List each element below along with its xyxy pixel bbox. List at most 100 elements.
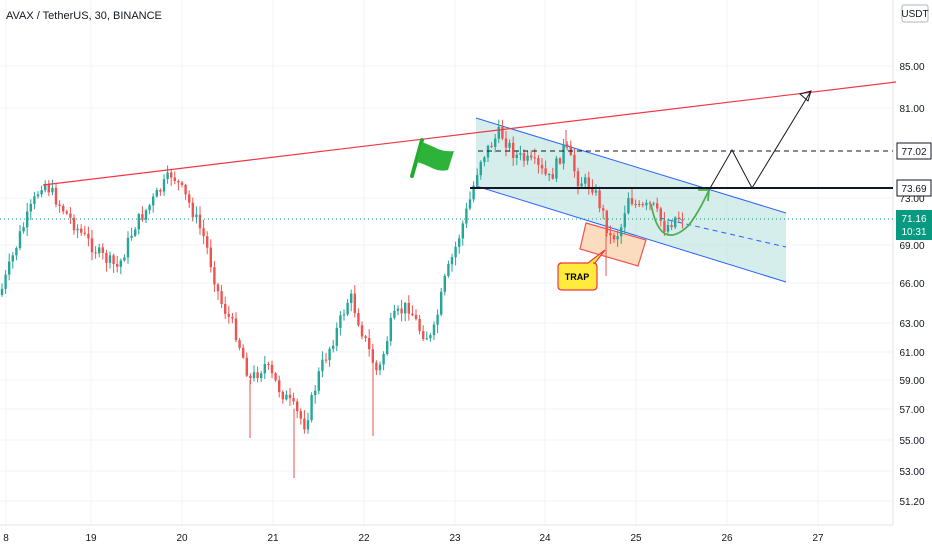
candle-up: [339, 315, 342, 328]
price-axis[interactable]: 85.00 81.00 73.00 69.00 66.00 63.00 61.00 59.00…: [899, 62, 924, 508]
candle-down: [634, 204, 637, 205]
price-tick-label: 53.00: [899, 467, 924, 478]
candle-up: [119, 260, 122, 267]
candle-up: [195, 214, 198, 218]
time-tick-label: 25: [630, 533, 642, 544]
candle-down: [566, 144, 569, 146]
candle-down: [371, 349, 374, 363]
candle-down: [587, 177, 590, 188]
channel-mid-line[interactable]: [659, 217, 787, 248]
candle-down: [87, 233, 90, 239]
candle-down: [648, 202, 652, 204]
candle-down: [670, 225, 673, 228]
price-tick-label: 63.00: [899, 319, 924, 330]
candle-down: [238, 340, 241, 348]
trap-callout[interactable]: TRAP: [557, 249, 606, 291]
candle-down: [65, 211, 68, 214]
price-tick-label: 69.00: [899, 241, 924, 252]
candle-down: [177, 181, 180, 183]
candle-up: [472, 185, 475, 200]
candle-up: [306, 420, 310, 430]
candle-down: [224, 304, 227, 314]
candle-up: [252, 372, 256, 379]
candle-down: [249, 375, 252, 379]
candle-down: [278, 380, 281, 393]
channel-upper-line[interactable]: [475, 117, 787, 214]
candle-down: [101, 247, 104, 253]
candle-down: [234, 318, 238, 341]
price-tick-label: 55.00: [899, 436, 924, 447]
candle-up: [98, 247, 101, 254]
candle-down: [414, 315, 418, 319]
candle-up: [263, 364, 266, 374]
candle-up: [350, 293, 353, 303]
candle-down: [598, 190, 601, 209]
candle-up: [432, 324, 436, 336]
candle-up: [166, 172, 169, 180]
candle-up: [11, 255, 14, 262]
candle-up: [155, 190, 158, 197]
candle-up: [126, 237, 130, 258]
candle-up: [652, 203, 655, 205]
candle-up: [465, 208, 468, 224]
price-tick-label: 61.00: [899, 348, 924, 359]
current-price-text: 71.16: [901, 214, 926, 225]
candle-up: [555, 158, 558, 179]
candle-down: [551, 174, 554, 179]
candle-up: [645, 202, 648, 206]
time-tick-label: 23: [449, 533, 461, 544]
candle-down: [569, 145, 572, 155]
price-badge-77: 77.02: [896, 142, 932, 160]
candle-down: [681, 219, 684, 221]
projection-path[interactable]: [708, 90, 812, 191]
candle-up: [483, 157, 486, 162]
candle-up: [458, 238, 461, 247]
rising-resistance-trendline[interactable]: [42, 81, 897, 186]
candle-down: [540, 164, 544, 169]
candle-down: [220, 291, 223, 304]
candle-up: [594, 190, 598, 193]
candle-down: [231, 316, 234, 319]
candle-up: [4, 274, 7, 289]
candle-up: [123, 257, 126, 261]
candle-down: [418, 319, 421, 331]
candle-up: [404, 303, 407, 314]
candle-up: [137, 214, 140, 230]
candle-up: [33, 196, 36, 204]
candle-up: [8, 261, 11, 275]
candle-down: [288, 394, 292, 399]
candle-down: [612, 235, 616, 240]
green-arrowhead-icon: [698, 189, 710, 202]
candle-up: [18, 231, 22, 248]
channel-lower-line[interactable]: [475, 185, 787, 283]
candle-down: [357, 313, 360, 326]
candle-up: [562, 144, 565, 164]
candle-up: [674, 217, 677, 228]
green-curved-arrow[interactable]: [650, 189, 710, 237]
candle-up: [260, 373, 263, 379]
current-price-badge: 71.16 10:31: [896, 210, 932, 240]
currency-badge[interactable]: USDT: [901, 4, 929, 23]
time-axis[interactable]: 8 19 20 21 22 23 24 25 26 27: [3, 533, 824, 544]
candle-down: [324, 359, 328, 361]
candle-up: [468, 199, 472, 209]
candle-down: [663, 220, 666, 232]
candle-down: [490, 145, 493, 147]
candle-down: [112, 255, 115, 264]
candle-up: [479, 162, 482, 176]
candle-up: [515, 154, 518, 158]
candle-up: [134, 229, 137, 236]
candle-up: [40, 190, 43, 195]
candle-up: [15, 248, 18, 256]
time-tick-label: 20: [176, 533, 188, 544]
projection-arrowhead-icon: [798, 90, 812, 102]
trap-zone-box[interactable]: [579, 222, 647, 267]
green-flag-icon: [410, 138, 454, 178]
candle-down: [292, 398, 295, 402]
candle-down: [573, 154, 576, 172]
countdown-text: 10:31: [901, 227, 926, 238]
time-tick-label: 19: [85, 533, 97, 544]
candle-up: [44, 183, 47, 191]
trap-label: TRAP: [565, 272, 590, 282]
